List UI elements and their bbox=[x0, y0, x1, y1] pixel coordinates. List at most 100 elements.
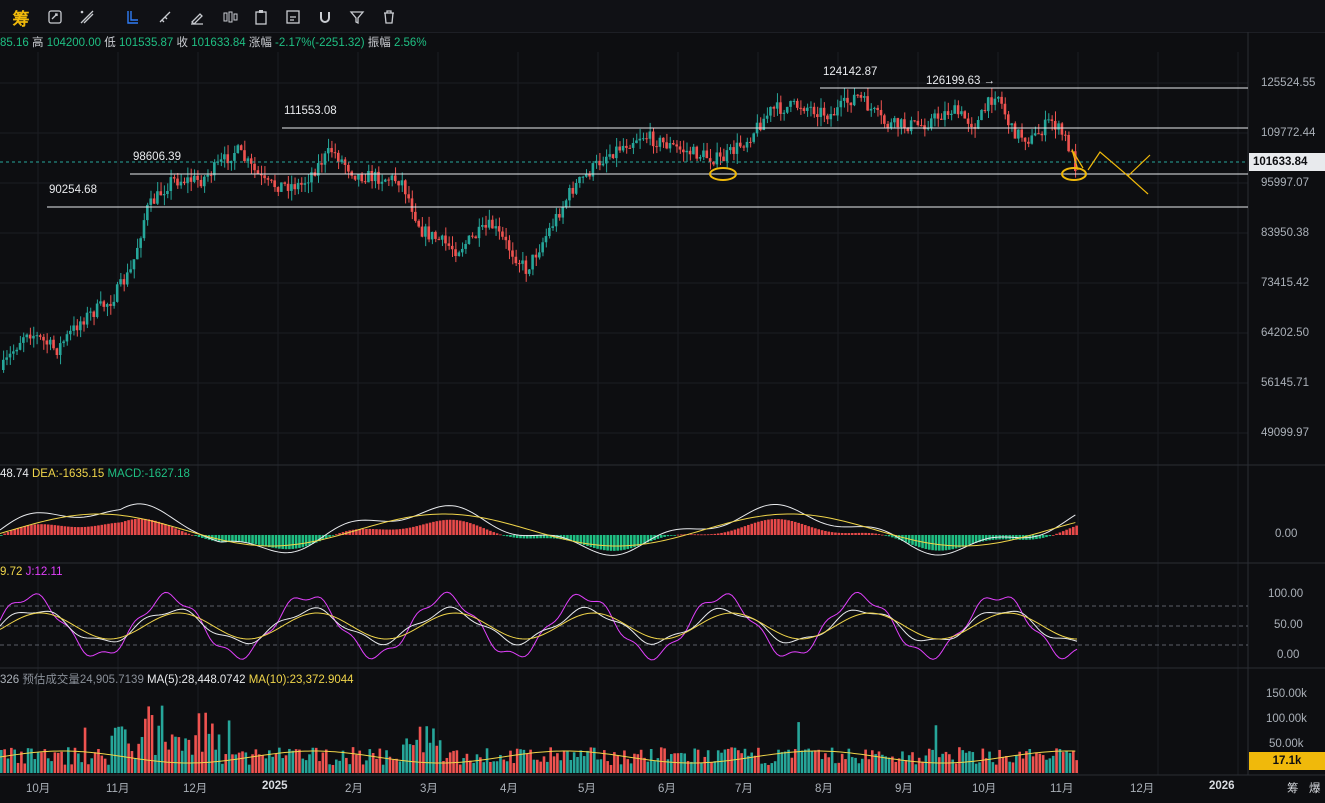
time-axis-label: 7月 bbox=[735, 783, 753, 795]
volume-bar bbox=[881, 754, 884, 773]
kdj-axis-label: 100.00 bbox=[1268, 588, 1304, 600]
candle-body bbox=[795, 100, 799, 108]
candle-body bbox=[125, 272, 129, 285]
volume-bar bbox=[844, 759, 847, 773]
volume-bar bbox=[562, 750, 566, 773]
volume-bar bbox=[1051, 755, 1055, 773]
macd-bar bbox=[877, 534, 881, 535]
macd-bar bbox=[539, 535, 542, 539]
chip-distribution-button[interactable]: 筹 bbox=[12, 9, 30, 29]
settings-cycle-icon[interactable] bbox=[44, 6, 66, 28]
clipboard-icon[interactable] bbox=[250, 6, 272, 28]
candle-body bbox=[695, 146, 699, 159]
chips-toggle[interactable]: 筹 bbox=[1287, 783, 1299, 795]
macd-bar bbox=[814, 528, 817, 535]
volume-bar bbox=[978, 762, 981, 773]
macd-bar bbox=[1065, 529, 1068, 535]
macd-bar bbox=[3, 533, 6, 535]
level-label-90254: 90254.68 bbox=[49, 184, 97, 196]
macd-bar bbox=[50, 524, 53, 535]
macd-bar bbox=[887, 535, 891, 537]
candle-body bbox=[69, 330, 72, 335]
macd-bar bbox=[291, 535, 295, 549]
macd-bar bbox=[257, 535, 261, 545]
candle-body bbox=[558, 214, 561, 218]
price-axis-label: 73415.42 bbox=[1261, 277, 1309, 289]
volume-bar bbox=[234, 754, 238, 773]
candle-body bbox=[132, 259, 136, 270]
volume-bar bbox=[425, 726, 429, 773]
trash-icon[interactable] bbox=[378, 6, 400, 28]
volume-bar bbox=[134, 758, 137, 773]
volume-bar bbox=[227, 720, 231, 773]
volume-bar bbox=[365, 760, 368, 773]
dif-value: 48.74 bbox=[0, 468, 29, 480]
kdj-d-value: 9.72 bbox=[0, 566, 23, 578]
volume-bar bbox=[355, 754, 358, 773]
volume-bar bbox=[827, 757, 831, 773]
magnet-icon[interactable] bbox=[314, 6, 336, 28]
volume-bar bbox=[371, 753, 375, 773]
volume-bar bbox=[1011, 762, 1015, 773]
macd-bar bbox=[123, 521, 127, 535]
candle-body bbox=[32, 335, 35, 339]
volume-bar bbox=[281, 758, 284, 773]
macd-bar bbox=[26, 525, 30, 535]
ruler-icon[interactable] bbox=[154, 6, 176, 28]
time-axis-label: 11月 bbox=[106, 783, 130, 795]
macd-bar bbox=[536, 535, 539, 539]
volume-bar bbox=[40, 752, 43, 773]
volume-bar bbox=[770, 763, 774, 773]
candle-body bbox=[169, 177, 173, 191]
pointer-icon[interactable] bbox=[122, 6, 144, 28]
macd-bar bbox=[659, 535, 663, 538]
edit-icon[interactable] bbox=[282, 6, 304, 28]
liquidation-toggle[interactable]: 爆 bbox=[1309, 783, 1321, 795]
candle-body bbox=[192, 175, 196, 182]
vol-value: 326 bbox=[0, 674, 20, 686]
volume-bar bbox=[619, 764, 623, 773]
candle-body bbox=[434, 231, 437, 239]
draw-line-icon[interactable] bbox=[76, 6, 98, 28]
macd-bar bbox=[924, 535, 928, 550]
time-axis-label: 11月 bbox=[1050, 783, 1074, 795]
volume-bar bbox=[43, 749, 47, 773]
candle-body bbox=[79, 321, 82, 331]
volume-bar bbox=[663, 748, 666, 773]
candles-icon[interactable] bbox=[219, 6, 241, 28]
change-label: 涨幅 bbox=[248, 37, 272, 49]
macd-bar bbox=[773, 519, 777, 535]
candle-body bbox=[822, 107, 826, 116]
candle-body bbox=[404, 180, 407, 195]
macd-bar bbox=[1041, 535, 1045, 538]
macd-bar bbox=[90, 526, 94, 535]
candle-body bbox=[705, 150, 709, 159]
macd-bar bbox=[391, 529, 395, 535]
pen-icon[interactable] bbox=[186, 6, 208, 28]
filter-icon[interactable] bbox=[346, 6, 368, 28]
candle-body bbox=[276, 187, 280, 192]
macd-bar bbox=[227, 535, 231, 543]
candle-body bbox=[517, 263, 521, 265]
macd-bar bbox=[40, 524, 43, 535]
candle-body bbox=[544, 236, 548, 243]
level-label-98606: 98606.39 bbox=[133, 151, 181, 163]
macd-bar bbox=[398, 529, 402, 535]
close-label: 收 bbox=[176, 37, 189, 49]
macd-bar bbox=[747, 524, 750, 535]
macd-bar bbox=[271, 535, 274, 548]
candle-body bbox=[611, 154, 615, 159]
macd-bar bbox=[931, 535, 934, 551]
candle-body bbox=[672, 143, 675, 145]
volume-bar bbox=[606, 761, 609, 773]
candle-body bbox=[189, 177, 193, 182]
macd-bar bbox=[254, 535, 258, 545]
candle-body bbox=[243, 150, 246, 162]
macd-bar bbox=[954, 535, 958, 549]
volume-bar bbox=[211, 723, 214, 773]
time-axis-label: 2月 bbox=[345, 783, 363, 795]
volume-bar bbox=[93, 752, 97, 773]
candle-body bbox=[484, 225, 487, 228]
volume-bar bbox=[633, 753, 636, 773]
